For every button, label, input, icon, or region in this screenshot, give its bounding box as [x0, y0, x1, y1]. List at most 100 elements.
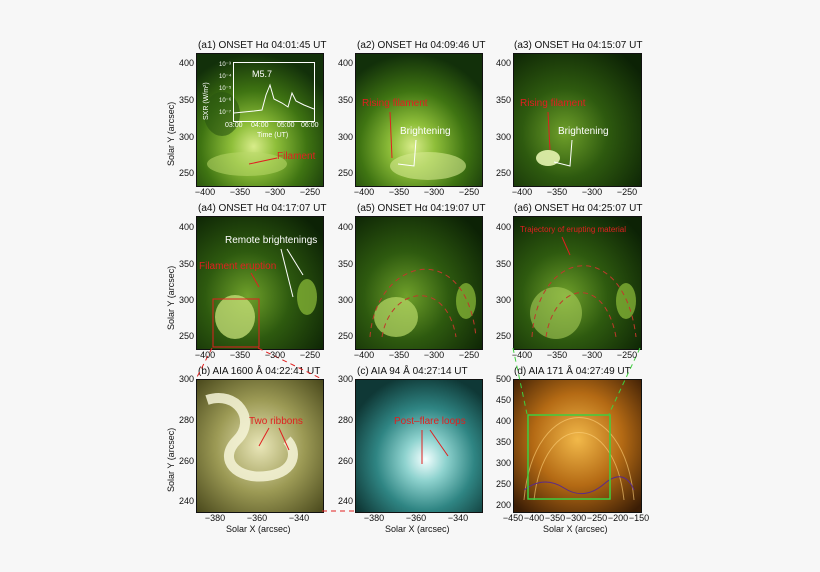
r2-ytick-300: 300	[178, 295, 194, 305]
r2b-ytick-300: 300	[337, 295, 353, 305]
rising-filament-label: Rising filament	[362, 98, 428, 109]
d-ytick-350: 350	[495, 437, 511, 447]
r2-xtick-1: −400	[194, 350, 216, 360]
r1-xtick-2: −350	[229, 187, 251, 197]
panel-a4-image: Remote brightenings Filament eruption	[196, 216, 324, 350]
c-ytick-260: 260	[337, 456, 353, 466]
brightening-label-a3: Brightening	[558, 126, 609, 137]
r1c-ytick-400: 400	[495, 58, 511, 68]
panel-a2-image: Rising filament Brightening	[355, 53, 483, 187]
inset-ytick-1: 10⁻³	[219, 62, 231, 68]
b-xtick-2: −360	[246, 513, 268, 523]
r2-xtick-3: −300	[264, 350, 286, 360]
panel-a4-title: (a4) ONSET Hα 04:17:07 UT	[198, 203, 327, 214]
d-xtick-1: −450	[502, 513, 524, 523]
inset-ytick-4: 10⁻⁶	[219, 98, 232, 104]
panel-a1-title: (a1) ONSET Hα 04:01:45 UT	[198, 40, 327, 51]
panel-a5-image	[355, 216, 483, 350]
r2c-xtick-2: −350	[546, 350, 568, 360]
a3-arrows	[547, 111, 573, 167]
r1c-xtick-1: −400	[511, 187, 533, 197]
r2b-xtick-3: −300	[423, 350, 445, 360]
r2c-ytick-300: 300	[495, 295, 511, 305]
b-ytick-300: 300	[178, 374, 194, 384]
a4-arrows	[250, 248, 304, 298]
panel-c-image: Post–flare loops	[355, 379, 483, 513]
sxr-curve	[234, 83, 314, 114]
b-arrows	[258, 427, 290, 451]
r1b-ytick-400: 400	[337, 58, 353, 68]
d-ytick-500: 500	[495, 374, 511, 384]
r1-xtick-1: −400	[194, 187, 216, 197]
a2-arrows	[389, 111, 417, 167]
c-ytick-300: 300	[337, 374, 353, 384]
inset-xtick-1: 03:00	[225, 122, 243, 129]
b-xtick-3: −340	[288, 513, 310, 523]
r1-ytick-350: 350	[178, 95, 194, 105]
remote-brightenings-label: Remote brightenings	[225, 235, 318, 246]
d-ytick-300: 300	[495, 458, 511, 468]
b-x-axis-label: Solar X (arcsec)	[226, 524, 291, 534]
r1c-ytick-350: 350	[495, 95, 511, 105]
r1b-xtick-3: −300	[423, 187, 445, 197]
r2-xtick-4: −250	[299, 350, 321, 360]
r1c-xtick-3: −300	[581, 187, 603, 197]
r2c-ytick-350: 350	[495, 259, 511, 269]
r1b-xtick-2: −350	[388, 187, 410, 197]
trajectory-label: Trajectory of erupting material	[520, 225, 626, 234]
r1b-ytick-250: 250	[337, 168, 353, 178]
panel-b-image: Two ribbons	[196, 379, 324, 513]
r2c-xtick-1: −400	[511, 350, 533, 360]
r1b-xtick-4: −250	[458, 187, 480, 197]
b-ytick-260: 260	[178, 456, 194, 466]
r2c-ytick-400: 400	[495, 222, 511, 232]
panel-d-title: (d) AIA 171 Å 04:27:49 UT	[514, 366, 631, 377]
panel-a3-image: Rising filament Brightening	[513, 53, 642, 187]
b-ytick-280: 280	[178, 415, 194, 425]
r1-xtick-3: −300	[264, 187, 286, 197]
panel-d-image	[513, 379, 642, 513]
r1-ytick-250: 250	[178, 168, 194, 178]
r2b-ytick-400: 400	[337, 222, 353, 232]
c-arrows	[421, 429, 449, 464]
r1b-ytick-300: 300	[337, 132, 353, 142]
r2-ytick-400: 400	[178, 222, 194, 232]
r1-xtick-4: −250	[299, 187, 321, 197]
panel-b-title: (b) AIA 1600 Å 04:22:41 UT	[198, 366, 321, 377]
inset-xlabel: Time (UT)	[257, 132, 289, 139]
panel-a6-title: (a6) ONSET Hα 04:25:07 UT	[514, 203, 643, 214]
b-ytick-240: 240	[178, 496, 194, 506]
panel-a5-title: (a5) ONSET Hα 04:19:07 UT	[357, 203, 486, 214]
r1c-xtick-2: −350	[546, 187, 568, 197]
r1c-ytick-300: 300	[495, 132, 511, 142]
b-xtick-1: −380	[204, 513, 226, 523]
inset-xtick-4: 06:00	[301, 122, 319, 129]
r1c-ytick-250: 250	[495, 168, 511, 178]
c-x-axis-label: Solar X (arcsec)	[385, 524, 450, 534]
post-flare-loops-label: Post–flare loops	[394, 416, 466, 427]
c-xtick-3: −340	[447, 513, 469, 523]
c-ytick-240: 240	[337, 496, 353, 506]
r2b-ytick-350: 350	[337, 259, 353, 269]
d-xtick-7: −150	[628, 513, 650, 523]
sxr-inset: M5.7	[233, 62, 315, 122]
d-ytick-400: 400	[495, 416, 511, 426]
inset-xtick-3: 05:00	[277, 122, 295, 129]
r1b-ytick-350: 350	[337, 95, 353, 105]
brightening-label: Brightening	[400, 126, 451, 137]
r1-ytick-300: 300	[178, 132, 194, 142]
d-xtick-2: −400	[523, 513, 545, 523]
r2c-ytick-250: 250	[495, 331, 511, 341]
two-ribbons-label: Two ribbons	[249, 416, 303, 427]
r2-ytick-350: 350	[178, 259, 194, 269]
d-xtick-6: −200	[607, 513, 629, 523]
r2b-xtick-1: −400	[353, 350, 375, 360]
r2b-ytick-250: 250	[337, 331, 353, 341]
d-xtick-5: −250	[586, 513, 608, 523]
r2b-xtick-4: −250	[458, 350, 480, 360]
r2-ytick-250: 250	[178, 331, 194, 341]
r2-xtick-2: −350	[229, 350, 251, 360]
d-ytick-200: 200	[495, 500, 511, 510]
panel-a3-title: (a3) ONSET Hα 04:15:07 UT	[514, 40, 643, 51]
filament-label: Filament	[277, 151, 316, 162]
